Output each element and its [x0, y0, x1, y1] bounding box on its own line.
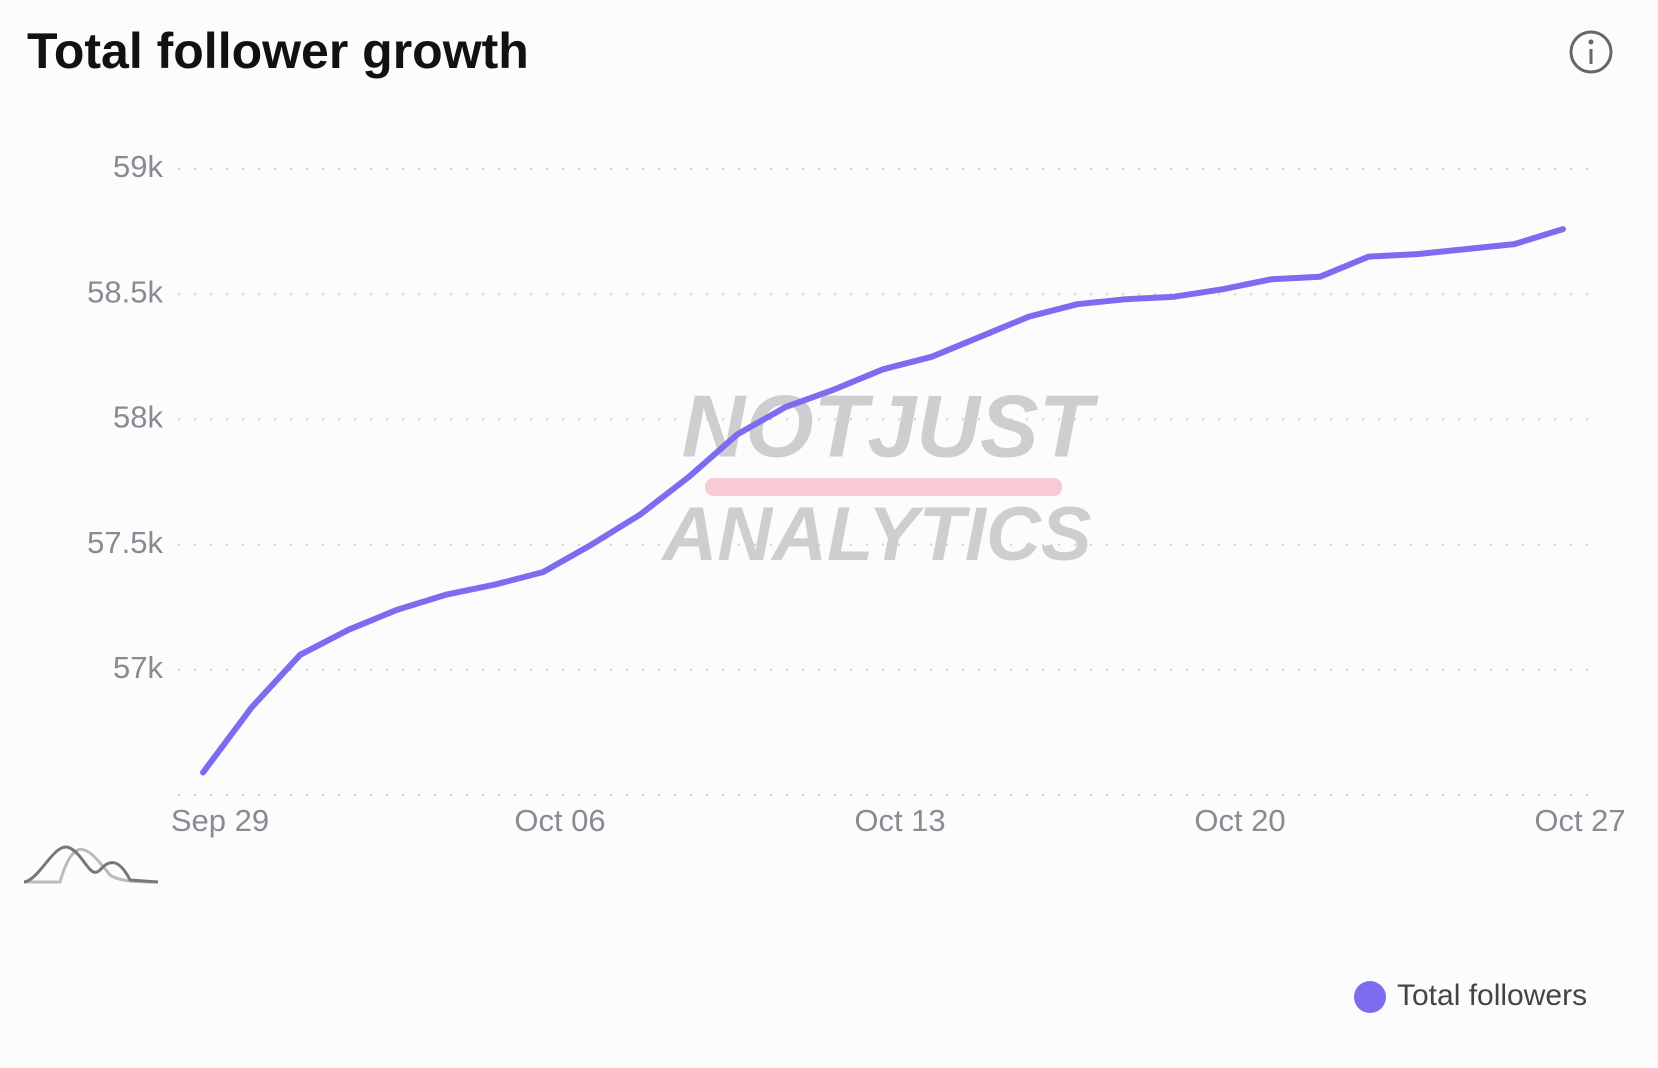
info-circle [1569, 30, 1613, 74]
legend-label: Total followers [1397, 979, 1587, 1012]
legend: Total followers [1354, 979, 1587, 1013]
y-tick-label: 57.5k [87, 525, 163, 560]
y-tick-label: 58.5k [87, 274, 163, 309]
x-tick-label: Sep 29 [171, 803, 269, 838]
watermark-text: NOTJUST [682, 376, 1099, 475]
y-tick-label: 59k [113, 149, 163, 184]
x-tick-label: Oct 13 [854, 803, 945, 838]
watermark: NOTJUST ANALYTICS [660, 376, 1098, 577]
chart-title: Total follower growth [27, 23, 529, 79]
watermark-text: ANALYTICS [660, 492, 1091, 577]
chart-type-icon [23, 845, 159, 884]
y-tick-label: 57k [113, 650, 163, 685]
series-line [200, 226, 1566, 776]
x-tick-label: Oct 27 [1534, 803, 1625, 838]
watermark-bar [705, 478, 1062, 496]
y-tick-label: 58k [113, 400, 163, 435]
legend-swatch [1354, 981, 1386, 1013]
info-dot [1588, 39, 1594, 45]
icon-curve [23, 845, 159, 884]
info-icon[interactable] [1569, 30, 1613, 74]
x-tick-label: Oct 06 [514, 803, 605, 838]
x-tick-label: Oct 20 [1194, 803, 1285, 838]
